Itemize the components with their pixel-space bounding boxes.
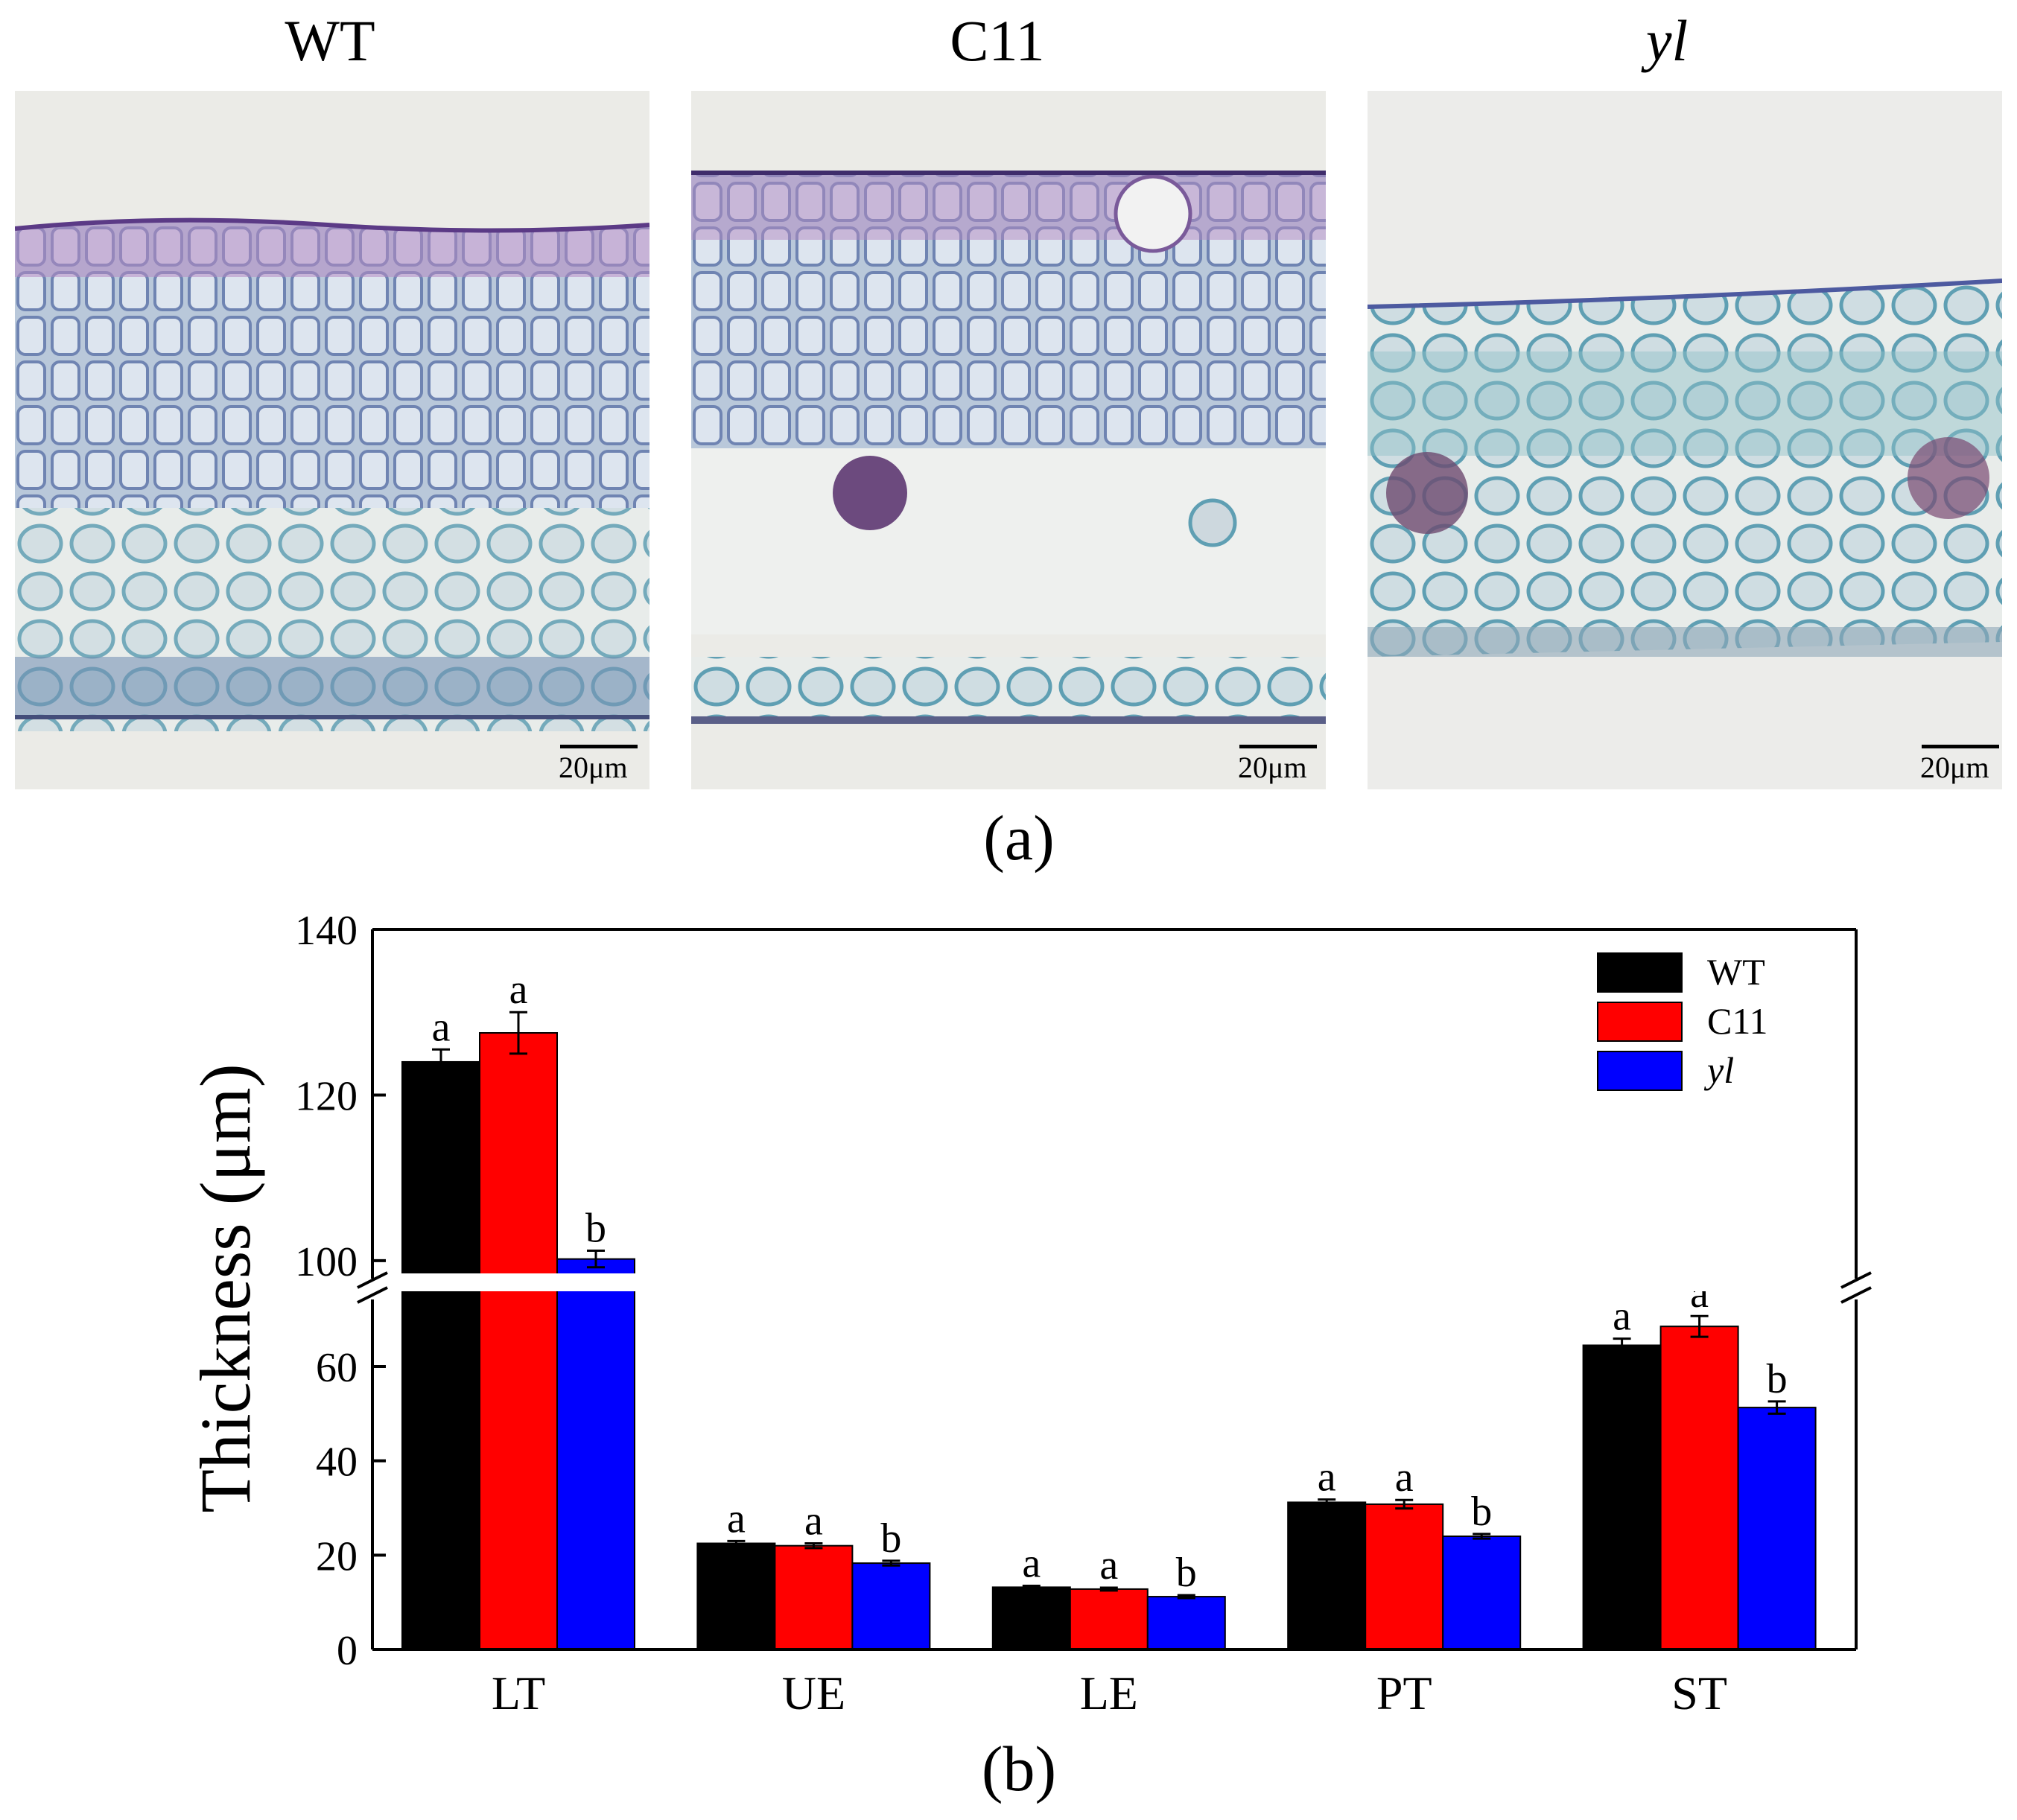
bar [991, 1586, 1071, 1650]
break-mark [357, 1271, 388, 1289]
panel-b-label: (b) [981, 1733, 1057, 1804]
legend-swatch [1597, 1002, 1683, 1042]
break-mark [357, 1286, 388, 1304]
significance-letter: a [509, 967, 528, 1013]
significance-letter: b [1767, 1356, 1788, 1402]
x-tick-label: ST [1671, 1667, 1727, 1719]
legend-label: C11 [1707, 1000, 1768, 1042]
micrograph-title-c11: C11 [950, 8, 1045, 73]
bar [851, 1562, 931, 1651]
significance-letter: a [1318, 1454, 1336, 1501]
panel-a-label: (a) [983, 802, 1055, 874]
break-mark [1840, 1286, 1872, 1304]
scale-bar-label: 20μm [1238, 751, 1307, 784]
micrograph-wt: 20μm [15, 91, 649, 789]
significance-letter: a [432, 1004, 451, 1050]
axis-break-gap [372, 1273, 1856, 1291]
bar [1365, 1503, 1444, 1651]
significance-letter: b [880, 1515, 901, 1562]
significance-letter: a [1395, 1454, 1414, 1501]
legend-label: WT [1707, 951, 1765, 993]
bar [1582, 1344, 1662, 1650]
y-axis-label: Thickness (μm) [185, 1063, 265, 1512]
x-tick-label: LE [1080, 1667, 1138, 1719]
bar [1069, 1588, 1149, 1651]
bar [774, 1544, 854, 1651]
bar [1659, 1326, 1739, 1650]
significance-letter: b [1176, 1550, 1197, 1596]
scale-bar-label: 20μm [559, 751, 628, 784]
y-tick-label: 60 [316, 1345, 358, 1391]
legend-label: yl [1703, 1049, 1734, 1091]
x-tick-label: PT [1376, 1667, 1432, 1719]
bar [696, 1542, 776, 1650]
significance-letter: a [1022, 1541, 1041, 1587]
break-mark [1840, 1271, 1872, 1289]
micrograph-title-yl: yl [1645, 8, 1689, 73]
bar [479, 1032, 558, 1650]
bar [556, 1258, 635, 1650]
y-tick-label: 100 [295, 1239, 358, 1285]
scale-bar-label: 20μm [1920, 751, 1989, 784]
bar [401, 1060, 480, 1650]
bar [1146, 1596, 1226, 1650]
x-tick-label: LT [492, 1667, 545, 1719]
micrograph-c11: 20μm [691, 91, 1326, 789]
x-tick-label: UE [782, 1667, 845, 1719]
significance-letter: a [804, 1498, 823, 1544]
micrograph-title-wt: WT [285, 8, 375, 73]
y-tick-label: 40 [316, 1439, 358, 1486]
significance-letter: b [1471, 1489, 1492, 1535]
significance-letter: b [585, 1206, 606, 1252]
significance-letter: a [1613, 1294, 1631, 1340]
significance-letter: a [727, 1495, 746, 1541]
y-tick-label: 20 [316, 1533, 358, 1579]
y-tick-label: 0 [337, 1628, 358, 1674]
micrograph-yl: 20μm [1368, 91, 2002, 789]
bar [1737, 1407, 1817, 1650]
significance-letter: a [1099, 1542, 1118, 1588]
legend-swatch [1597, 1051, 1683, 1091]
bar [1442, 1536, 1522, 1650]
y-tick-label: 120 [295, 1073, 358, 1119]
legend-swatch [1597, 952, 1683, 993]
bar [1287, 1501, 1367, 1651]
y-tick-label: 140 [295, 908, 358, 954]
